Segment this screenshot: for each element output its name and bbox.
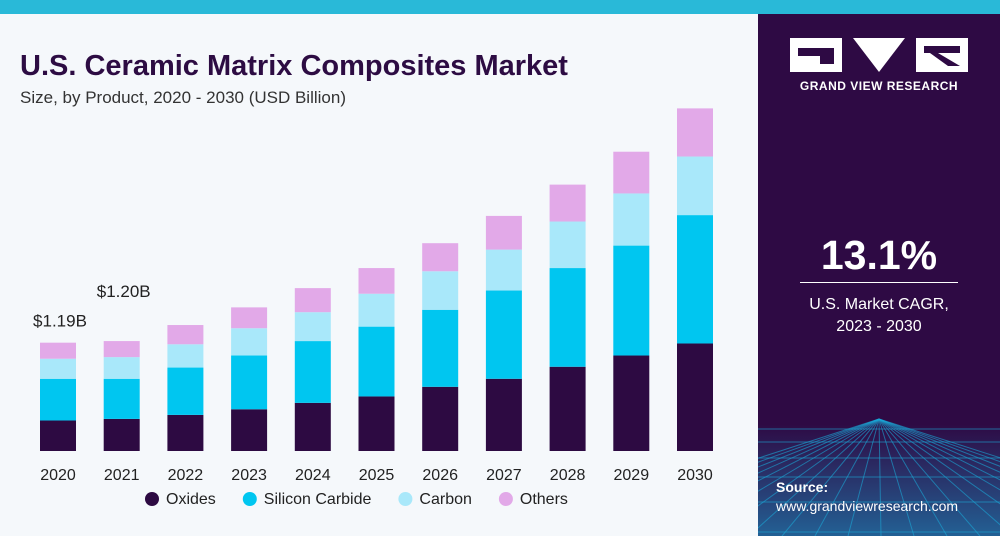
bar-carbon-2025 <box>358 293 395 327</box>
bar-oxides-2028 <box>549 366 586 451</box>
bar-others-2028 <box>549 184 586 222</box>
grid-line <box>878 418 1000 463</box>
x-tick-label-2028: 2028 <box>550 467 586 484</box>
bar-others-2027 <box>485 215 522 250</box>
bar-silicon-carbide-2023 <box>231 355 268 410</box>
bar-oxides-2027 <box>485 378 522 451</box>
x-tick-label-2030: 2030 <box>677 467 713 484</box>
bar-oxides-2029 <box>613 355 650 451</box>
x-tick-label-2026: 2026 <box>422 467 458 484</box>
bar-silicon-carbide-2025 <box>358 326 395 397</box>
bar-silicon-carbide-2029 <box>613 245 650 356</box>
bar-carbon-2027 <box>485 249 522 291</box>
sidebar-panel: GRAND VIEW RESEARCH 13.1% U.S. Market CA… <box>758 14 1000 536</box>
data-label-2020: $1.19B <box>33 312 87 331</box>
grid-line <box>758 418 880 474</box>
source-label: Source: <box>776 479 829 495</box>
data-label-2021: $1.20B <box>97 282 151 301</box>
legend-marker-others <box>498 492 513 506</box>
bar-carbon-2030 <box>677 156 713 216</box>
bar-oxides-2022 <box>167 414 204 451</box>
chart-subtitle: Size, by Product, 2020 - 2030 (USD Billi… <box>20 88 346 107</box>
bar-oxides-2025 <box>358 396 395 451</box>
legend-marker-carbon <box>398 492 413 506</box>
bar-oxides-2024 <box>294 402 331 451</box>
bar-silicon-carbide-2020 <box>40 378 76 421</box>
cagr-label: U.S. Market CAGR, 2023 - 2030 <box>758 294 1000 338</box>
cagr-label-line2: 2023 - 2030 <box>836 318 922 335</box>
bar-silicon-carbide-2022 <box>167 367 204 415</box>
bar-others-2026 <box>422 243 459 272</box>
bar-others-2025 <box>358 268 395 294</box>
legend-label-silicon-carbide: Silicon Carbide <box>264 491 372 508</box>
cagr-label-line1: U.S. Market CAGR, <box>809 296 949 313</box>
bar-others-2024 <box>294 288 331 313</box>
grid-line <box>758 418 880 459</box>
bar-others-2021 <box>103 341 140 358</box>
bar-silicon-carbide-2024 <box>294 341 331 403</box>
bar-others-2029 <box>613 151 650 194</box>
grid-line <box>878 418 1000 459</box>
bar-oxides-2030 <box>677 343 713 451</box>
bar-carbon-2023 <box>231 328 268 356</box>
bar-silicon-carbide-2026 <box>422 309 459 387</box>
legend-label-carbon: Carbon <box>419 491 471 508</box>
legend-marker-oxides <box>145 492 159 506</box>
bar-carbon-2029 <box>613 193 650 246</box>
x-tick-label-2027: 2027 <box>486 467 522 484</box>
grand-view-research-logo <box>790 38 968 72</box>
x-tick-label-2023: 2023 <box>231 467 267 484</box>
bar-silicon-carbide-2021 <box>103 378 140 419</box>
legend-label-others: Others <box>520 491 568 508</box>
legend-label-oxides: Oxides <box>166 491 216 508</box>
cagr-value: 13.1% <box>820 232 938 278</box>
bar-carbon-2022 <box>167 344 204 368</box>
x-tick-label-2020: 2020 <box>40 467 76 484</box>
x-tick-label-2022: 2022 <box>168 467 204 484</box>
grid-line <box>758 418 880 468</box>
source-note: Source: www.grandviewresearch.com <box>776 478 958 516</box>
brand-name: GRAND VIEW RESEARCH <box>799 79 959 93</box>
x-tick-label-2029: 2029 <box>614 467 650 484</box>
chart-panel: U.S. Ceramic Matrix Composites Market Si… <box>0 14 758 536</box>
perspective-grid-graphic <box>758 418 1000 536</box>
bar-silicon-carbide-2030 <box>677 215 713 344</box>
grid-line <box>878 418 1000 467</box>
bar-carbon-2028 <box>549 221 586 269</box>
bar-carbon-2024 <box>294 312 331 342</box>
chart-title: U.S. Ceramic Matrix Composites Market <box>20 50 568 82</box>
grid-line <box>878 418 1000 473</box>
legend-marker-silicon-carbide <box>242 492 257 506</box>
bar-silicon-carbide-2028 <box>549 268 586 367</box>
bar-oxides-2026 <box>422 386 459 451</box>
cagr-divider <box>800 282 958 283</box>
bar-oxides-2021 <box>103 418 140 451</box>
top-accent-bar <box>0 0 1000 14</box>
bar-oxides-2020 <box>40 420 76 451</box>
bar-oxides-2023 <box>231 409 268 451</box>
bar-carbon-2021 <box>103 357 140 379</box>
bar-silicon-carbide-2027 <box>485 290 522 379</box>
x-tick-label-2021: 2021 <box>104 467 140 484</box>
bar-carbon-2020 <box>40 358 76 379</box>
bar-others-2023 <box>231 307 268 329</box>
bar-carbon-2026 <box>422 271 459 310</box>
bar-others-2030 <box>677 108 713 157</box>
stacked-bar-chart: 2020 2021 2022 2023 2024 2025 2026 2027 2028 2029… <box>33 108 713 508</box>
bar-others-2020 <box>40 342 76 359</box>
grid-line <box>758 418 880 463</box>
source-url: www.grandviewresearch.com <box>776 498 959 514</box>
x-tick-label-2025: 2025 <box>359 467 395 484</box>
x-tick-label-2024: 2024 <box>295 467 331 484</box>
bar-others-2022 <box>167 325 204 345</box>
